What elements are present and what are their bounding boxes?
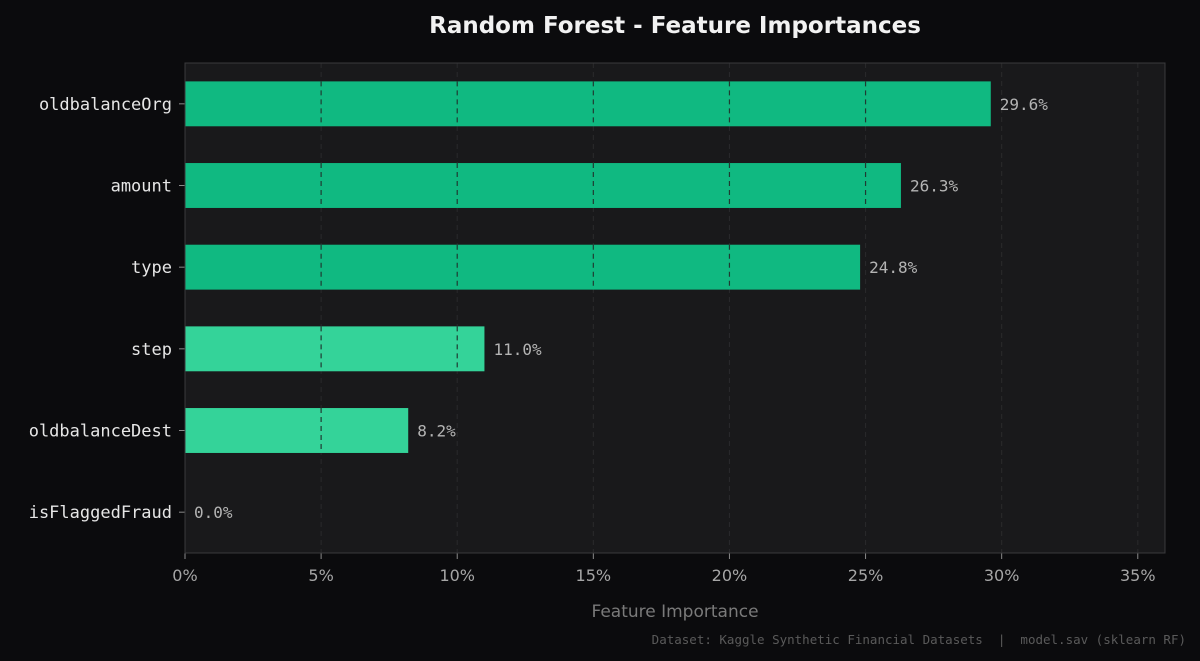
bar-4: [185, 408, 409, 453]
plot-area: 29.6% 26.3% 24.8% 11.0% 8.2% 0.0% oldbalanceOr…: [29, 62, 1166, 585]
x-tick-label-5: 25%: [848, 566, 884, 585]
value-label-4: 8.2%: [417, 422, 456, 441]
plot-background: [185, 63, 1165, 553]
category-label-0: oldbalanceOrg: [39, 95, 172, 115]
value-label-0: 29.6%: [1000, 95, 1049, 114]
x-axis-label: Feature Importance: [591, 602, 758, 622]
x-tick-label-1: 5%: [308, 566, 333, 585]
x-tick-label-3: 15%: [576, 566, 612, 585]
category-label-1: amount: [111, 177, 172, 197]
category-label-2: type: [131, 258, 172, 278]
footer-source: Dataset: Kaggle Synthetic Financial Data…: [652, 632, 1186, 647]
bar-0: [185, 81, 991, 127]
value-label-2: 24.8%: [869, 258, 918, 277]
x-tick-label-0: 0%: [172, 566, 197, 585]
x-tick-label-7: 35%: [1120, 566, 1156, 585]
category-label-4: oldbalanceDest: [29, 422, 172, 442]
bar-1: [185, 163, 901, 208]
bar-3: [185, 326, 485, 372]
bar-2: [185, 244, 861, 290]
category-label-5: isFlaggedFraud: [29, 503, 172, 523]
value-label-1: 26.3%: [910, 177, 959, 196]
chart-title: Random Forest - Feature Importances: [429, 13, 921, 39]
value-label-5: 0.0%: [194, 503, 233, 522]
x-tick-label-2: 10%: [439, 566, 475, 585]
x-tick-label-6: 30%: [984, 566, 1020, 585]
plot-border: [184, 62, 1166, 554]
value-label-3: 11.0%: [493, 340, 542, 359]
category-label-3: step: [131, 340, 172, 360]
x-tick-label-4: 20%: [712, 566, 748, 585]
